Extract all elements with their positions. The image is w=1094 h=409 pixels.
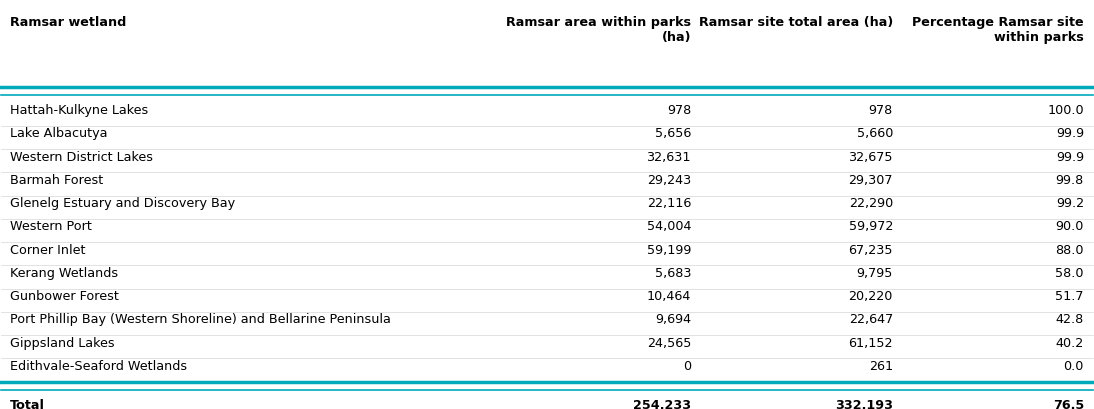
Text: 61,152: 61,152 (849, 336, 893, 349)
Text: 22,116: 22,116 (647, 197, 691, 210)
Text: Hattah-Kulkyne Lakes: Hattah-Kulkyne Lakes (10, 104, 149, 117)
Text: 9,795: 9,795 (857, 266, 893, 279)
Text: 978: 978 (869, 104, 893, 117)
Text: 332,193: 332,193 (835, 398, 893, 409)
Text: 59,972: 59,972 (849, 220, 893, 233)
Text: 40.2: 40.2 (1056, 336, 1084, 349)
Text: 24,565: 24,565 (647, 336, 691, 349)
Text: Total: Total (10, 398, 45, 409)
Text: 59,199: 59,199 (647, 243, 691, 256)
Text: Gippsland Lakes: Gippsland Lakes (10, 336, 115, 349)
Text: Ramsar site total area (ha): Ramsar site total area (ha) (699, 16, 893, 29)
Text: 42.8: 42.8 (1056, 312, 1084, 326)
Text: 29,243: 29,243 (647, 173, 691, 187)
Text: 0.0: 0.0 (1063, 359, 1084, 372)
Text: Corner Inlet: Corner Inlet (10, 243, 85, 256)
Text: 254,233: 254,233 (633, 398, 691, 409)
Text: 20,220: 20,220 (849, 290, 893, 302)
Text: 67,235: 67,235 (849, 243, 893, 256)
Text: Western District Lakes: Western District Lakes (10, 150, 153, 163)
Text: Gunbower Forest: Gunbower Forest (10, 290, 119, 302)
Text: 32,675: 32,675 (849, 150, 893, 163)
Text: 5,656: 5,656 (654, 127, 691, 140)
Text: 90.0: 90.0 (1056, 220, 1084, 233)
Text: 51.7: 51.7 (1056, 290, 1084, 302)
Text: Glenelg Estuary and Discovery Bay: Glenelg Estuary and Discovery Bay (10, 197, 235, 210)
Text: 32,631: 32,631 (647, 150, 691, 163)
Text: Western Port: Western Port (10, 220, 92, 233)
Text: 76.5: 76.5 (1052, 398, 1084, 409)
Text: Port Phillip Bay (Western Shoreline) and Bellarine Peninsula: Port Phillip Bay (Western Shoreline) and… (10, 312, 391, 326)
Text: 22,290: 22,290 (849, 197, 893, 210)
Text: 99.9: 99.9 (1056, 127, 1084, 140)
Text: Kerang Wetlands: Kerang Wetlands (10, 266, 118, 279)
Text: 99.2: 99.2 (1056, 197, 1084, 210)
Text: Lake Albacutya: Lake Albacutya (10, 127, 107, 140)
Text: Ramsar area within parks
(ha): Ramsar area within parks (ha) (507, 16, 691, 44)
Text: 54,004: 54,004 (647, 220, 691, 233)
Text: 978: 978 (666, 104, 691, 117)
Text: 99.8: 99.8 (1056, 173, 1084, 187)
Text: 88.0: 88.0 (1056, 243, 1084, 256)
Text: 5,660: 5,660 (857, 127, 893, 140)
Text: Edithvale-Seaford Wetlands: Edithvale-Seaford Wetlands (10, 359, 187, 372)
Text: 99.9: 99.9 (1056, 150, 1084, 163)
Text: 58.0: 58.0 (1056, 266, 1084, 279)
Text: 9,694: 9,694 (655, 312, 691, 326)
Text: 10,464: 10,464 (647, 290, 691, 302)
Text: 5,683: 5,683 (654, 266, 691, 279)
Text: 100.0: 100.0 (1047, 104, 1084, 117)
Text: 29,307: 29,307 (849, 173, 893, 187)
Text: 0: 0 (683, 359, 691, 372)
Text: 261: 261 (869, 359, 893, 372)
Text: 22,647: 22,647 (849, 312, 893, 326)
Text: Percentage Ramsar site
within parks: Percentage Ramsar site within parks (912, 16, 1084, 44)
Text: Barmah Forest: Barmah Forest (10, 173, 103, 187)
Text: Ramsar wetland: Ramsar wetland (10, 16, 127, 29)
